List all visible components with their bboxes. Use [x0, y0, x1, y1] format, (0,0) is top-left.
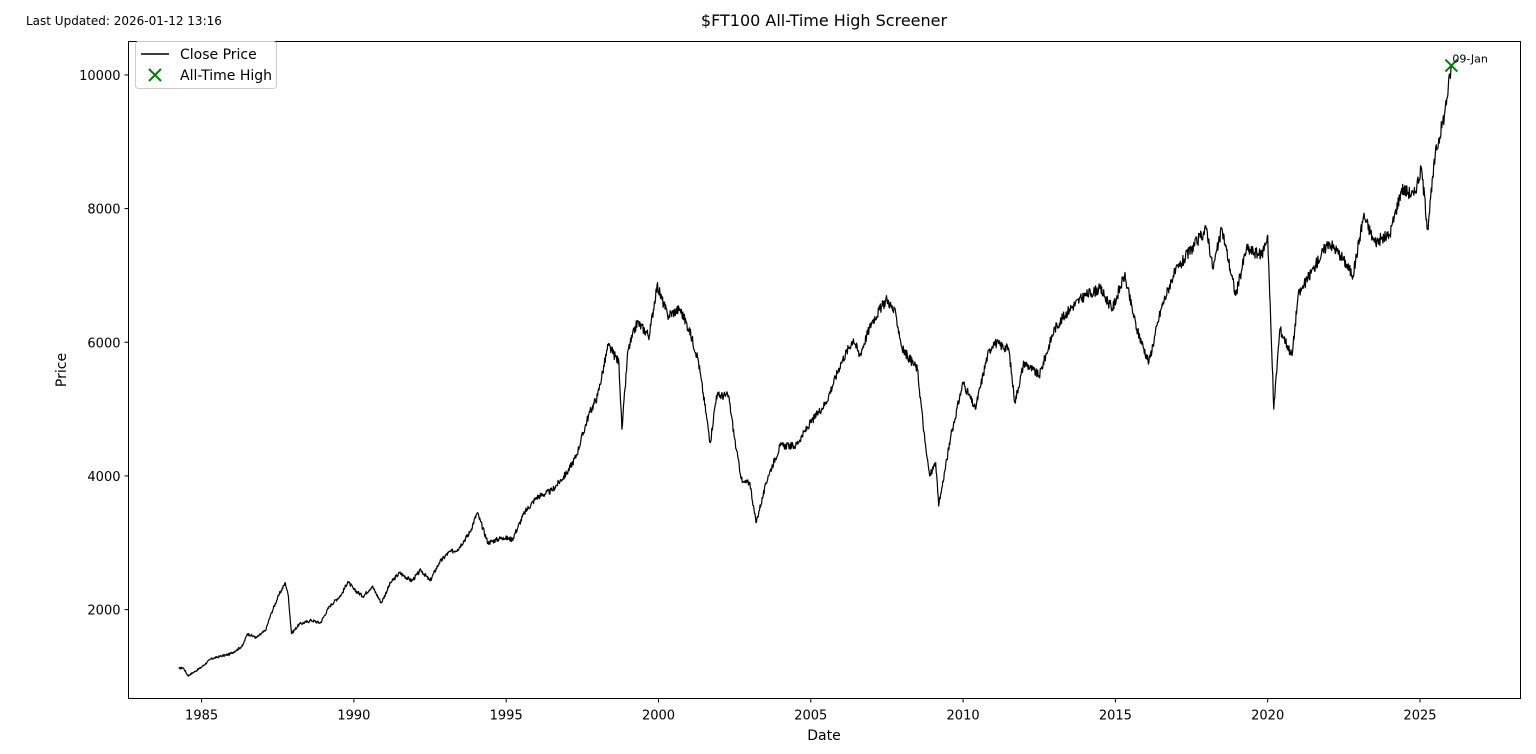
y-axis-ticks: 2000 4000 6000 8000 10000	[79, 69, 129, 619]
x-tick-label: 2015	[1099, 709, 1132, 724]
legend: Close Price All-Time High	[135, 41, 277, 89]
chart-title: $FT100 All-Time High Screener	[701, 11, 948, 30]
y-tick-label: 6000	[87, 336, 120, 351]
x-tick-label: 1985	[185, 709, 218, 724]
close-price-line	[178, 65, 1452, 677]
x-axis-ticks: 1985 1990 1995 2000 2005 2010 2015 2020 2025	[185, 698, 1437, 724]
x-tick-label: 1995	[490, 709, 523, 724]
x-tick-label: 2020	[1251, 709, 1284, 724]
y-tick-label: 2000	[87, 604, 120, 619]
plot-area	[128, 41, 1521, 699]
legend-all-time-high: All-Time High	[180, 68, 272, 84]
all-time-high-marker	[1444, 58, 1459, 73]
x-tick-label: 1990	[337, 709, 370, 724]
x-axis-label: Date	[807, 728, 840, 744]
ath-marker-stroke	[1444, 58, 1459, 73]
x-tick-label: 2010	[947, 709, 980, 724]
x-tick-label: 2005	[794, 709, 827, 724]
legend-ath-stroke	[148, 68, 162, 82]
y-tick-label: 4000	[87, 470, 120, 485]
y-axis-label: Price	[54, 353, 70, 387]
y-tick-label: 8000	[87, 203, 120, 218]
legend-close-price: Close Price	[180, 47, 257, 63]
legend-ath-swatch	[148, 68, 162, 82]
all-time-high-label: 09-Jan	[1452, 53, 1488, 66]
x-tick-label: 2000	[642, 709, 675, 724]
legend-box	[135, 41, 277, 89]
y-tick-label: 10000	[79, 69, 120, 84]
x-tick-label: 2025	[1403, 709, 1436, 724]
last-updated-text: Last Updated: 2026-01-12 13:16	[26, 14, 222, 28]
